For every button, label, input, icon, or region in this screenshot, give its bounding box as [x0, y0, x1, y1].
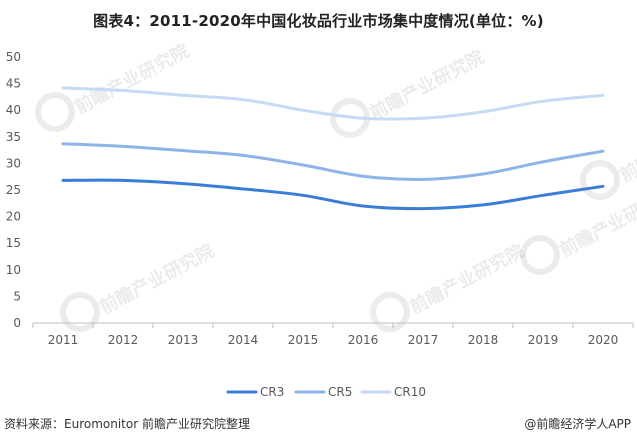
watermark-text: 前瞻产业研究院: [96, 240, 218, 319]
x-tick-label: 2018: [468, 333, 499, 347]
x-tick-label: 2012: [108, 333, 139, 347]
watermark: 前瞻产业研究院: [330, 46, 488, 138]
y-tick-label: 15: [6, 236, 21, 250]
y-tick-label: 0: [13, 316, 21, 330]
y-tick-label: 25: [6, 183, 21, 197]
x-tick-label: 2013: [168, 333, 199, 347]
x-tick-label: 2014: [228, 333, 259, 347]
legend-label-cr10: CR10: [394, 385, 426, 399]
y-tick-label: 5: [13, 289, 21, 303]
y-tick-label: 40: [6, 103, 21, 117]
x-tick-label: 2017: [408, 333, 439, 347]
series-lines: [61, 86, 605, 211]
series-line-cr10: [61, 86, 605, 121]
legend-label-cr3: CR3: [260, 385, 284, 399]
series-line-cr5: [61, 142, 605, 181]
x-axis: 2011 2012 2013 2014 2015 2016 2017 2018 2019 2020: [32, 322, 634, 347]
legend-label-cr5: CR5: [328, 385, 352, 399]
x-tick-label: 2020: [588, 333, 619, 347]
watermark-text: 前瞻产业研究院: [406, 240, 528, 319]
watermark-text: 前瞻产业研究院: [71, 40, 193, 119]
y-tick-label: 10: [6, 263, 21, 277]
watermark-text: 前瞻产业研究院: [616, 108, 637, 187]
x-tick-label: 2011: [48, 333, 79, 347]
x-tick-label: 2016: [348, 333, 379, 347]
y-tick-label: 50: [6, 50, 21, 64]
legend: CR3 CR5 CR10: [226, 385, 426, 399]
x-tick-label: 2015: [288, 333, 319, 347]
series-line-cr3: [61, 178, 605, 211]
watermark: 前瞻产业研究院: [35, 40, 193, 132]
brand-credit: @前瞻经济学人APP: [524, 417, 631, 431]
y-tick-label: 45: [6, 77, 21, 91]
y-tick-label: 20: [6, 210, 21, 224]
x-tick-label: 2019: [528, 333, 559, 347]
source-note: 资料来源：Euromonitor 前瞻产业研究院整理: [4, 417, 250, 431]
watermark: 前瞻产业研究院: [60, 240, 218, 332]
chart-title: 图表4：2011-2020年中国化妆品行业市场集中度情况(单位：%): [93, 12, 544, 30]
watermark: 前瞻产业研究院: [370, 240, 528, 332]
y-tick-label: 30: [6, 156, 21, 170]
y-tick-label: 35: [6, 130, 21, 144]
y-axis-labels: 0 5 10 15 20 25 30 35 40 45 50: [6, 50, 21, 330]
